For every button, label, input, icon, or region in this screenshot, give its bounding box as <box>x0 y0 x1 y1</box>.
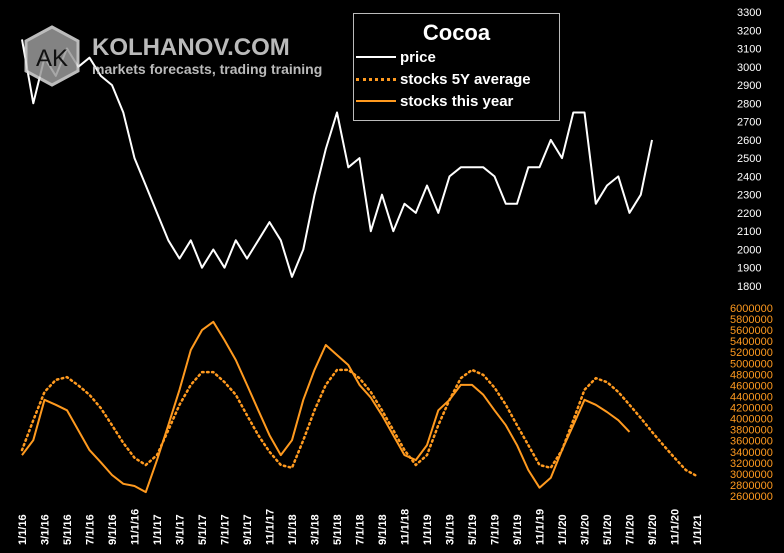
legend-item-price: price <box>354 46 559 68</box>
svg-text:AK: AK <box>36 45 68 72</box>
x-tick-label: 11/1/19 <box>535 509 547 545</box>
watermark-tagline: markets forecasts, trading training <box>92 61 323 77</box>
stocks-tick-label: 4000000 <box>730 414 773 426</box>
price-tick-label: 2100 <box>737 226 761 238</box>
price-tick-label: 3200 <box>737 25 761 37</box>
x-tick-label: 11/1/20 <box>670 509 682 545</box>
price-line <box>21 39 653 278</box>
x-tick-label: 5/1/16 <box>62 514 74 545</box>
stocks-this-year-line <box>21 320 631 494</box>
stocks-tick-label: 2600000 <box>730 491 773 503</box>
x-tick-label: 1/1/19 <box>422 514 434 545</box>
price-tick-label: 1900 <box>737 263 761 275</box>
watermark-brand: KOLHANOV.COM <box>92 34 290 61</box>
x-tick-label: 1/1/17 <box>152 514 164 545</box>
x-tick-label: 5/1/18 <box>332 514 344 545</box>
price-tick-label: 2400 <box>737 171 761 183</box>
stocks-tick-label: 4800000 <box>730 369 773 381</box>
x-tick-label: 7/1/19 <box>490 514 502 545</box>
x-tick-label: 1/1/16 <box>17 514 29 545</box>
stocks-tick-label: 4200000 <box>730 403 773 415</box>
x-tick-label: 5/1/19 <box>467 514 479 545</box>
x-tick-label: 3/1/18 <box>310 514 322 545</box>
x-tick-label: 11/1/18 <box>400 509 412 545</box>
x-tick-label: 5/1/17 <box>197 514 209 545</box>
legend-item-stocks-5y: stocks 5Y average <box>354 68 559 90</box>
stocks-tick-label: 3400000 <box>730 447 773 459</box>
x-tick-label: 9/1/20 <box>647 514 659 545</box>
x-tick-label: 7/1/16 <box>85 514 97 545</box>
x-tick-label: 1/1/18 <box>287 514 299 545</box>
price-tick-label: 1800 <box>737 281 761 293</box>
stocks-tick-label: 5400000 <box>730 336 773 348</box>
x-tick-label: 3/1/19 <box>445 514 457 545</box>
stocks-5y-average-line <box>20 368 699 478</box>
kolhanov-logo-icon: AK <box>22 25 82 92</box>
price-tick-label: 2600 <box>737 135 761 147</box>
price-tick-label: 2300 <box>737 190 761 202</box>
x-tick-label: 11/1/17 <box>265 509 277 545</box>
stocks-tick-label: 5600000 <box>730 325 773 337</box>
x-tick-label: 7/1/17 <box>220 514 232 545</box>
stocks-tick-label: 5200000 <box>730 347 773 359</box>
x-tick-label: 9/1/18 <box>377 514 389 545</box>
price-tick-label: 2800 <box>737 98 761 110</box>
stocks-tick-label: 4600000 <box>730 380 773 392</box>
stocks-tick-label: 5000000 <box>730 358 773 370</box>
x-tick-label: 1/1/21 <box>692 514 704 545</box>
x-tick-label: 1/1/20 <box>557 514 569 545</box>
stocks-tick-label: 6000000 <box>730 303 773 315</box>
stocks-tick-label: 3200000 <box>730 458 773 470</box>
price-tick-label: 3300 <box>737 7 761 19</box>
stocks-tick-label: 2800000 <box>730 480 773 492</box>
legend-item-stocks-this-year: stocks this year <box>354 90 559 112</box>
x-tick-label: 9/1/16 <box>107 514 119 545</box>
price-tick-label: 2900 <box>737 80 761 92</box>
x-tick-label: 7/1/18 <box>355 514 367 545</box>
price-tick-label: 2500 <box>737 153 761 165</box>
stocks-tick-label: 4400000 <box>730 391 773 403</box>
stocks-tick-label: 3800000 <box>730 425 773 437</box>
stocks-tick-label: 5800000 <box>730 314 773 326</box>
stocks-tick-label: 3600000 <box>730 436 773 448</box>
x-tick-label: 11/1/16 <box>130 509 142 545</box>
x-tick-label: 3/1/17 <box>175 514 187 545</box>
price-tick-label: 2200 <box>737 208 761 220</box>
price-tick-label: 2000 <box>737 244 761 256</box>
x-tick-label: 9/1/17 <box>242 514 254 545</box>
legend: Cocoa price stocks 5Y average stocks thi… <box>353 13 560 121</box>
x-tick-label: 7/1/20 <box>625 514 637 545</box>
stocks-tick-label: 3000000 <box>730 469 773 481</box>
price-tick-label: 3100 <box>737 44 761 56</box>
x-tick-label: 3/1/16 <box>40 514 52 545</box>
x-tick-label: 9/1/19 <box>512 514 524 545</box>
price-tick-label: 3000 <box>737 62 761 74</box>
x-tick-label: 5/1/20 <box>602 514 614 545</box>
chart-title: Cocoa <box>422 20 491 45</box>
x-tick-label: 3/1/20 <box>580 514 592 545</box>
price-tick-label: 2700 <box>737 117 761 129</box>
